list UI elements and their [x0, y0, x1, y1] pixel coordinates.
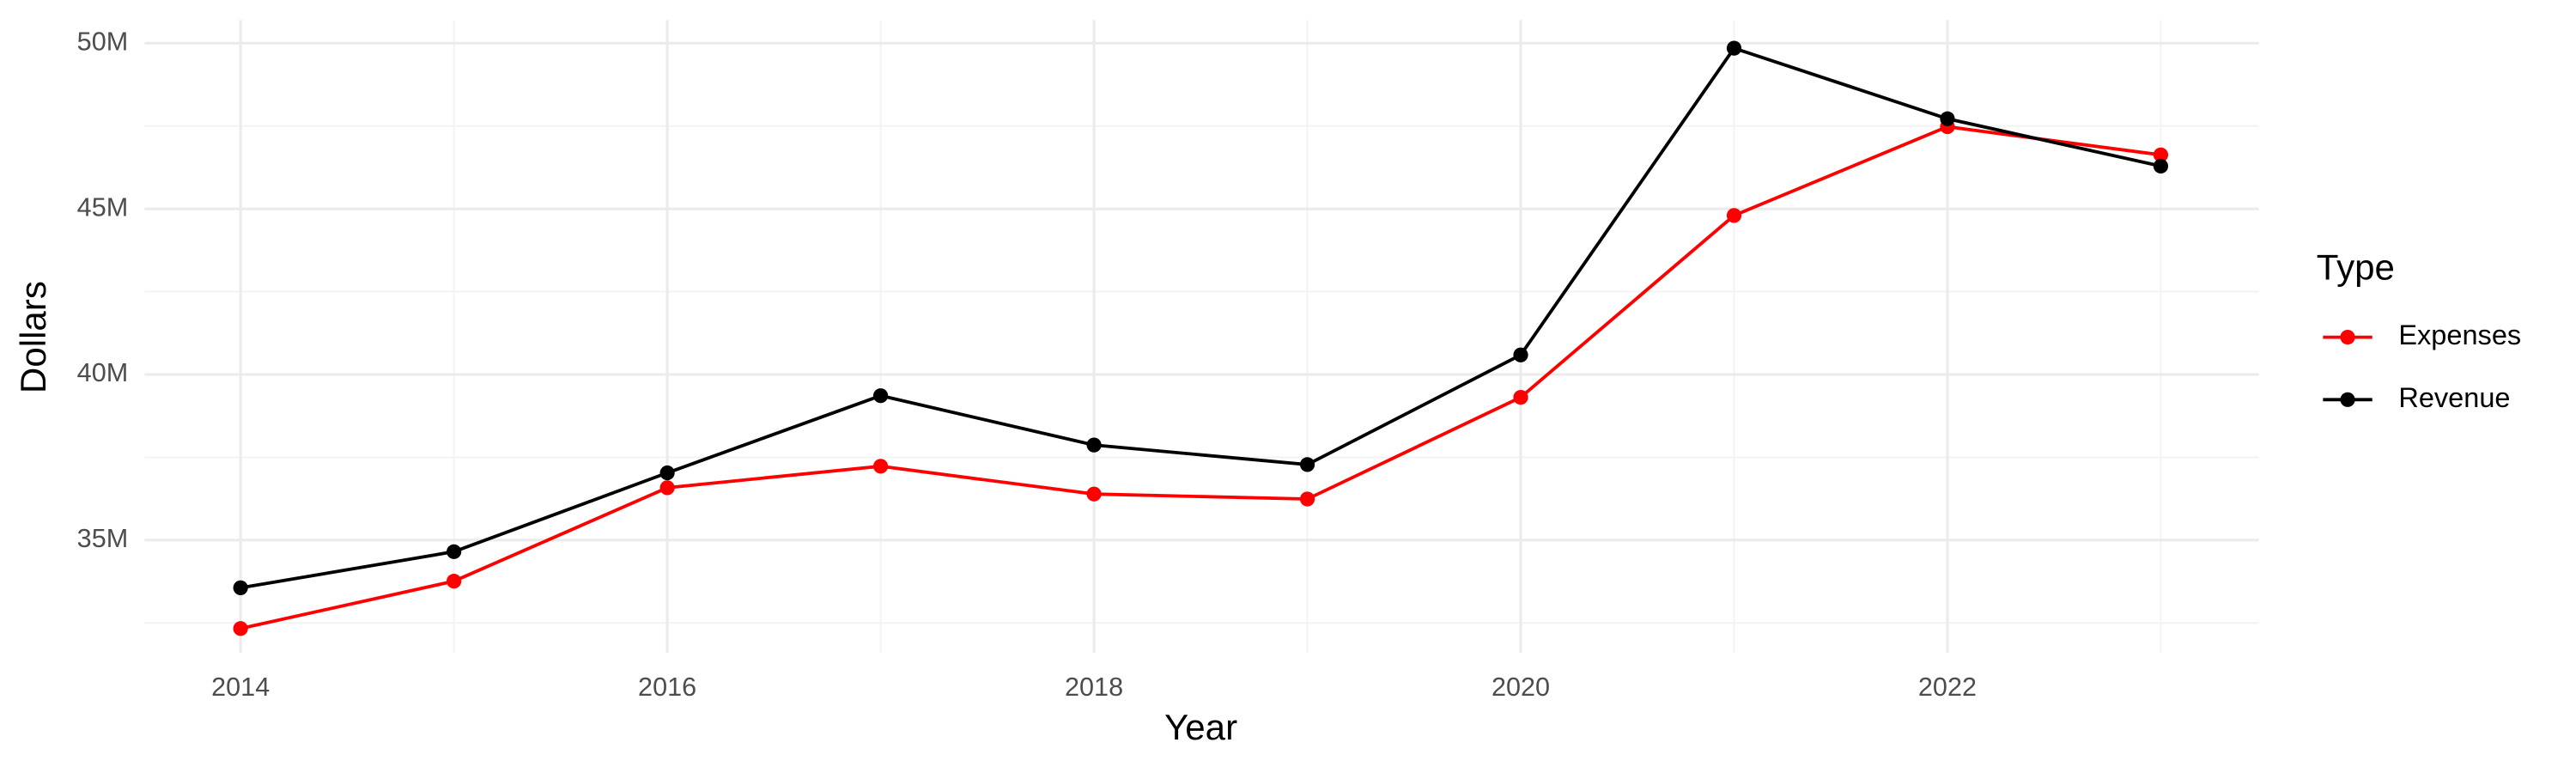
- data-point: [872, 388, 889, 404]
- data-point: [659, 465, 675, 481]
- legend-label: Revenue: [2398, 382, 2510, 413]
- x-tick-label: 2020: [1492, 673, 1550, 702]
- data-point: [1726, 40, 1742, 56]
- data-point: [1086, 437, 1102, 453]
- data-point: [2153, 158, 2169, 174]
- data-point: [1726, 208, 1742, 223]
- y-tick-label: 50M: [77, 27, 129, 56]
- x-tick-label: 2014: [211, 673, 270, 702]
- legend-point: [2340, 392, 2355, 407]
- x-tick-label: 2018: [1065, 673, 1123, 702]
- data-point: [1086, 486, 1102, 502]
- data-point: [1513, 347, 1528, 362]
- data-line: [240, 125, 2161, 630]
- x-tick-label: 2022: [1918, 673, 1977, 702]
- x-tick-label: 2016: [638, 673, 696, 702]
- data-point: [233, 580, 248, 595]
- data-point: [447, 544, 462, 559]
- data-point: [1299, 491, 1315, 507]
- legend-title: Type: [2317, 247, 2395, 287]
- data-point: [1513, 389, 1528, 405]
- data-point: [2153, 147, 2169, 162]
- y-tick-label: 45M: [77, 192, 129, 222]
- y-axis-title: Dollars: [13, 281, 53, 393]
- legend-point: [2340, 329, 2355, 345]
- data-point: [1940, 111, 1955, 126]
- x-axis-title: Year: [1164, 707, 1237, 747]
- y-tick-label: 35M: [77, 524, 129, 553]
- data-point: [1299, 457, 1315, 472]
- data-line: [240, 46, 2161, 590]
- data-point: [233, 621, 248, 636]
- data-point: [447, 574, 462, 589]
- data-point: [659, 480, 675, 496]
- legend-label: Expenses: [2398, 320, 2521, 350]
- data-point: [872, 459, 889, 474]
- y-tick-label: 40M: [77, 358, 129, 387]
